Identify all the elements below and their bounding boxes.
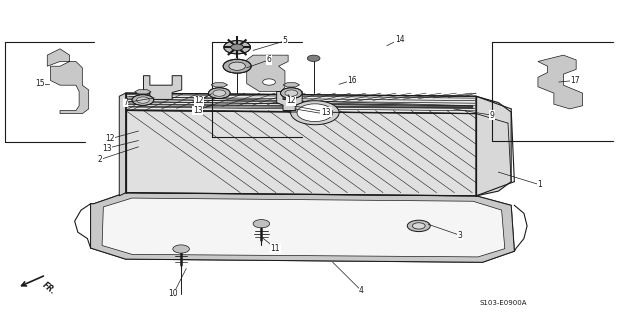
Text: 11: 11 xyxy=(271,243,280,253)
Polygon shape xyxy=(283,83,300,87)
Circle shape xyxy=(209,88,230,99)
Text: 8: 8 xyxy=(321,109,326,118)
Text: 17: 17 xyxy=(570,76,580,85)
Text: 3: 3 xyxy=(458,231,463,240)
Text: 2: 2 xyxy=(98,155,102,164)
Polygon shape xyxy=(102,198,505,257)
Circle shape xyxy=(223,59,251,73)
Text: 13: 13 xyxy=(193,106,202,115)
Circle shape xyxy=(231,44,244,50)
Circle shape xyxy=(253,219,269,228)
Circle shape xyxy=(173,245,189,253)
Circle shape xyxy=(136,97,149,103)
Text: 1: 1 xyxy=(538,180,542,189)
Circle shape xyxy=(412,223,425,229)
Text: 9: 9 xyxy=(490,111,495,120)
Text: 12: 12 xyxy=(105,134,115,144)
Text: 13: 13 xyxy=(321,108,331,116)
Text: 5: 5 xyxy=(282,36,287,45)
Circle shape xyxy=(229,62,246,70)
Polygon shape xyxy=(143,76,182,100)
Text: 15: 15 xyxy=(35,79,44,88)
Circle shape xyxy=(132,95,154,105)
Text: 13: 13 xyxy=(102,144,111,153)
Circle shape xyxy=(297,104,333,122)
Text: FR.: FR. xyxy=(41,280,58,296)
Text: 12: 12 xyxy=(287,97,296,106)
Polygon shape xyxy=(246,55,288,92)
Text: 7: 7 xyxy=(124,98,128,107)
Polygon shape xyxy=(538,55,582,109)
Polygon shape xyxy=(476,96,511,196)
Polygon shape xyxy=(125,93,476,114)
Circle shape xyxy=(280,88,302,99)
Circle shape xyxy=(291,101,339,125)
Text: 14: 14 xyxy=(395,35,404,44)
Text: 16: 16 xyxy=(347,76,356,85)
Polygon shape xyxy=(276,92,302,110)
Text: 4: 4 xyxy=(359,286,364,295)
Polygon shape xyxy=(47,49,89,114)
Polygon shape xyxy=(134,90,151,94)
Circle shape xyxy=(224,41,250,54)
Text: S103-E0900A: S103-E0900A xyxy=(479,300,527,306)
Circle shape xyxy=(285,90,298,96)
Text: 12: 12 xyxy=(194,97,204,106)
Circle shape xyxy=(307,55,320,62)
Text: 10: 10 xyxy=(168,289,179,298)
Polygon shape xyxy=(119,93,125,196)
Polygon shape xyxy=(91,193,515,262)
Circle shape xyxy=(213,90,226,96)
Text: 6: 6 xyxy=(267,56,271,64)
Polygon shape xyxy=(125,110,476,196)
Circle shape xyxy=(262,79,275,85)
Circle shape xyxy=(407,220,430,232)
Polygon shape xyxy=(211,83,228,87)
